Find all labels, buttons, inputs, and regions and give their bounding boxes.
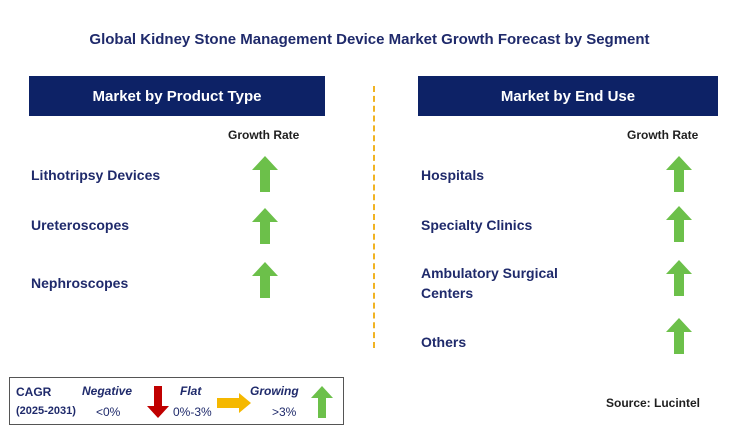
legend-cagr: CAGR [16,385,52,399]
segment-label-ureteroscopes: Ureteroscopes [31,217,130,233]
segment-label-nephroscopes: Nephroscopes [31,275,129,291]
panel-divider [373,86,375,348]
legend-negative-label: Negative [82,384,133,398]
right-arrow-icon [217,393,251,413]
legend-growing-range: >3% [272,405,297,419]
source-note: Source: Lucintel [606,396,701,410]
growing-arrow-icon [666,318,692,354]
segment-label-others: Others [421,334,467,350]
growing-arrow-icon [252,156,278,192]
end-use-header: Market by End Use [418,76,718,116]
growing-arrow-icon [666,206,692,242]
product-type-header: Market by Product Type [29,76,325,116]
down-arrow-icon [147,386,169,418]
legend-growing-label: Growing [250,384,299,398]
growing-arrow-icon [252,208,278,244]
segment-label-lithotripsy: Lithotripsy Devices [31,167,161,183]
page-title: Global Kidney Stone Management Device Ma… [89,31,650,48]
up-arrow-icon [311,386,333,418]
legend-period: (2025-2031) [16,405,76,417]
growing-arrow-icon [252,262,278,298]
segment-label-ambulatory-surgical: Ambulatory Surgical [421,265,558,281]
segment-label-centers: Centers [421,285,474,301]
legend-flat-label: Flat [180,384,202,398]
legend-box: CAGR (2025-2031) Negative <0% Flat 0%-3%… [9,377,344,425]
growing-arrow-icon [666,156,692,192]
growing-arrow-icon [666,260,692,296]
segment-label-hospitals: Hospitals [421,167,485,183]
legend-flat-range: 0%-3% [173,405,212,419]
product-type-growth-label: Growth Rate [228,128,300,142]
segment-label-specialty-clinics: Specialty Clinics [421,217,533,233]
end-use-growth-label: Growth Rate [627,128,699,142]
legend-negative-range: <0% [96,405,121,419]
